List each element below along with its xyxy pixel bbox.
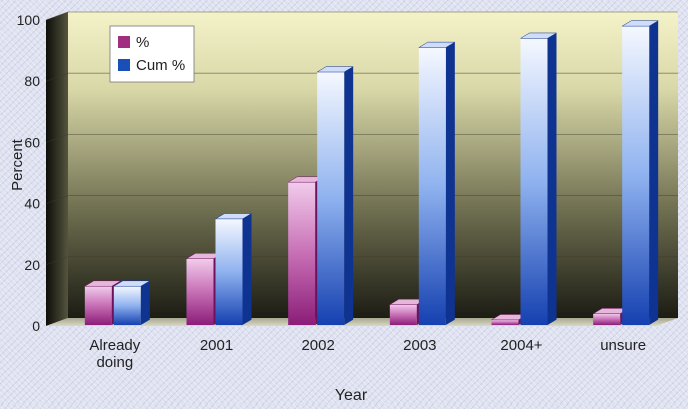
bar-side-cum <box>445 42 455 325</box>
x-tick-label: 2004+ <box>500 337 542 354</box>
x-tick-label: 2001 <box>200 337 233 354</box>
y-tick-label: 60 <box>24 134 40 150</box>
gridline-side <box>45 134 69 143</box>
bar-top-cum <box>621 20 660 27</box>
legend-swatch <box>118 36 130 48</box>
bar-top-pct <box>83 280 122 287</box>
bar-cum <box>418 47 446 325</box>
bar-side-cum <box>547 32 557 326</box>
bar-side-cum <box>649 20 659 325</box>
bar-cum <box>317 72 345 326</box>
bar-side-cum <box>344 66 354 326</box>
gridline-side <box>45 11 69 21</box>
bar-side-cum <box>242 213 252 325</box>
x-tick-label: 2003 <box>403 337 436 354</box>
bar-cum <box>113 286 141 325</box>
bar-cum <box>520 38 548 326</box>
bar-top-cum <box>316 66 355 73</box>
bar-side-cum <box>140 280 150 325</box>
bar-pct <box>84 286 112 325</box>
legend-box <box>109 25 195 83</box>
bar-top-cum <box>417 41 456 48</box>
x-tick-label: unsure <box>600 337 646 354</box>
bar-pct <box>491 319 519 325</box>
legend-label: % <box>136 34 149 51</box>
x-tick-label: 2002 <box>301 337 334 354</box>
y-tick-label: 80 <box>24 73 40 89</box>
y-tick-label: 0 <box>32 318 40 334</box>
x-tick-label: Already <box>89 337 140 354</box>
gridline-side <box>45 256 69 266</box>
gridline-side <box>45 72 69 82</box>
bar-top-cum <box>214 213 253 220</box>
x-axis-label: Year <box>335 387 368 404</box>
bar-pct <box>389 304 417 325</box>
bar-pct <box>288 182 316 325</box>
left-wall <box>46 12 68 326</box>
y-axis-label: Percent <box>9 138 26 191</box>
bar-cum <box>215 218 243 325</box>
bar-cum <box>622 26 650 326</box>
legend-swatch <box>118 59 130 71</box>
bar-pct <box>593 313 621 325</box>
bar-top-cum <box>519 32 558 39</box>
bar-top-cum <box>112 280 151 287</box>
bar-pct <box>186 258 214 325</box>
y-tick-label: 100 <box>17 12 41 28</box>
x-tick-label: doing <box>96 354 133 371</box>
y-tick-label: 40 <box>24 196 40 212</box>
y-tick-label: 20 <box>24 257 40 273</box>
legend-label: Cum % <box>136 57 185 74</box>
gridline-side <box>45 195 69 204</box>
